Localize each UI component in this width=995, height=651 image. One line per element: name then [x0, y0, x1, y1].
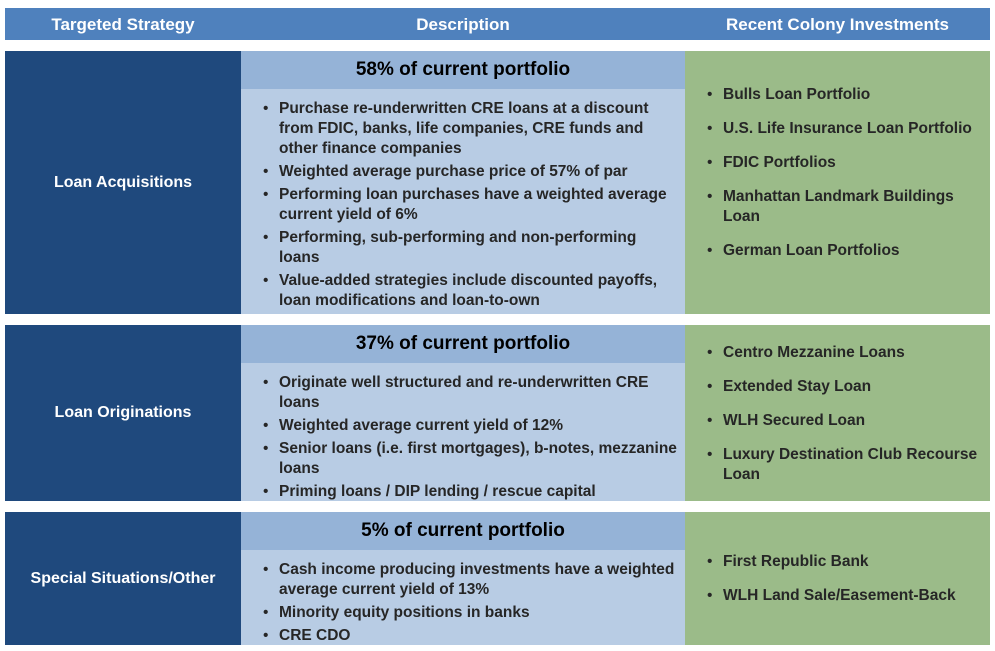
portfolio-share: 37% of current portfolio [241, 325, 685, 363]
investments-list: First Republic Bank WLH Land Sale/Easeme… [707, 552, 984, 620]
strategy-row-special-situations: Special Situations/Other 5% of current p… [5, 512, 990, 646]
description-bullet: CRE CDO [263, 626, 677, 646]
description-cell: 5% of current portfolio Cash income prod… [241, 512, 685, 646]
description-list: Cash income producing investments have a… [263, 560, 677, 649]
investments-list: Centro Mezzanine Loans Extended Stay Loa… [707, 343, 984, 499]
investment-item: First Republic Bank [707, 552, 984, 572]
investment-item: U.S. Life Insurance Loan Portfolio [707, 119, 984, 139]
description-bullet: Performing loan purchases have a weighte… [263, 185, 677, 225]
description-list: Purchase re-underwritten CRE loans at a … [263, 99, 677, 314]
investments-cell: Centro Mezzanine Loans Extended Stay Loa… [685, 325, 990, 501]
header-targeted-strategy: Targeted Strategy [51, 15, 195, 34]
description-cell: 58% of current portfolio Purchase re-und… [241, 51, 685, 314]
strategy-cell: Loan Acquisitions [5, 51, 241, 314]
description-bullet: Purchase re-underwritten CRE loans at a … [263, 99, 677, 159]
investment-item: WLH Land Sale/Easement-Back [707, 586, 984, 606]
investment-item: Luxury Destination Club Recourse Loan [707, 445, 984, 485]
description-list: Originate well structured and re-underwr… [263, 373, 677, 505]
investments-list: Bulls Loan Portfolio U.S. Life Insurance… [707, 85, 984, 275]
description-bullet: Cash income producing investments have a… [263, 560, 677, 600]
investment-item: Manhattan Landmark Buildings Loan [707, 187, 984, 227]
description-bullet: Weighted average current yield of 12% [263, 416, 677, 436]
investment-item: Centro Mezzanine Loans [707, 343, 984, 363]
investment-item: Extended Stay Loan [707, 377, 984, 397]
investment-item: FDIC Portfolios [707, 153, 984, 173]
header-description: Description [416, 15, 510, 34]
portfolio-share: 58% of current portfolio [241, 51, 685, 89]
investment-item: German Loan Portfolios [707, 241, 984, 261]
investments-cell: First Republic Bank WLH Land Sale/Easeme… [685, 512, 990, 645]
investment-item: Bulls Loan Portfolio [707, 85, 984, 105]
description-bullet: Minority equity positions in banks [263, 603, 677, 623]
investment-item: WLH Secured Loan [707, 411, 984, 431]
description-bullet: Originate well structured and re-underwr… [263, 373, 677, 413]
description-bullet: Priming loans / DIP lending / rescue cap… [263, 482, 677, 502]
portfolio-share: 5% of current portfolio [241, 512, 685, 550]
investments-cell: Bulls Loan Portfolio U.S. Life Insurance… [685, 51, 990, 314]
description-bullet: Value-added strategies include discounte… [263, 271, 677, 311]
table-header: Targeted Strategy Description Recent Col… [5, 8, 990, 40]
description-cell: 37% of current portfolio Originate well … [241, 325, 685, 502]
description-bullet: Performing, sub-performing and non-perfo… [263, 228, 677, 268]
strategy-cell: Special Situations/Other [5, 512, 241, 645]
description-bullet: Weighted average purchase price of 57% o… [263, 162, 677, 182]
strategy-row-loan-originations: Loan Originations 37% of current portfol… [5, 325, 990, 502]
description-bullet: Senior loans (i.e. first mortgages), b-n… [263, 439, 677, 479]
header-recent-investments: Recent Colony Investments [726, 15, 949, 34]
strategy-cell: Loan Originations [5, 325, 241, 501]
strategy-row-loan-acquisitions: Loan Acquisitions 58% of current portfol… [5, 51, 990, 314]
